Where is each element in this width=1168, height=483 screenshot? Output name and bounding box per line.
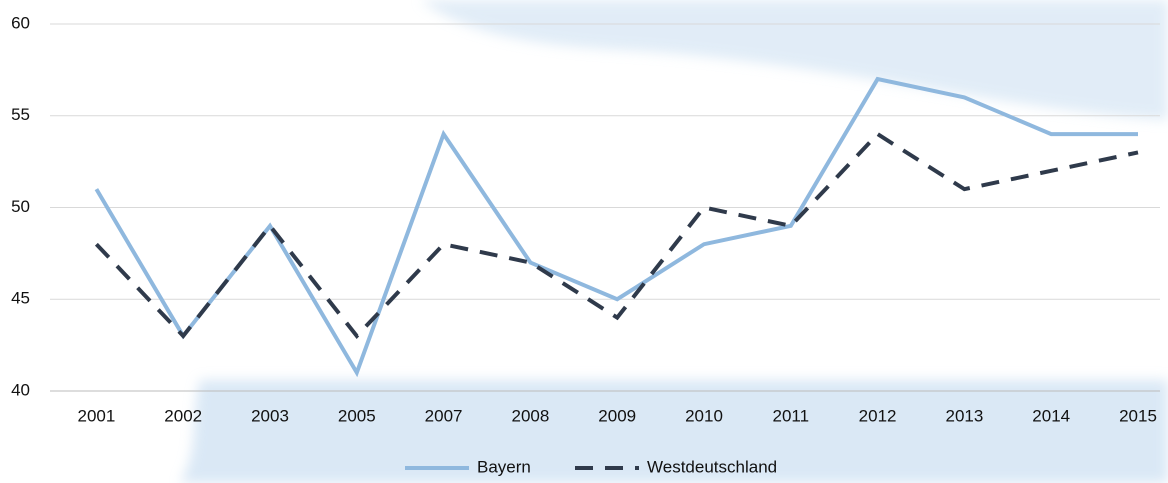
background-wash: [180, 0, 1168, 483]
x-tick-label: 2001: [77, 406, 115, 425]
series-line: [94, 76, 1138, 378]
x-tick-label: 2009: [598, 406, 636, 425]
x-tick-label: 2007: [425, 406, 463, 425]
x-tick-label: 2008: [511, 406, 549, 425]
series-line: [94, 131, 1139, 340]
y-tick-label: 55: [11, 105, 30, 124]
legend-label: Westdeutschland: [647, 457, 777, 476]
x-tick-label: 2003: [251, 406, 289, 425]
x-tick-label: 2010: [685, 406, 723, 425]
x-tick-label: 2012: [859, 406, 897, 425]
x-tick-label: 2013: [945, 406, 983, 425]
x-tick-label: 2015: [1119, 406, 1157, 425]
y-tick-label: 40: [11, 380, 30, 399]
x-tick-label: 2014: [1032, 406, 1070, 425]
y-tick-label: 50: [11, 197, 30, 216]
y-tick-label: 60: [11, 13, 30, 32]
x-tick-label: 2002: [164, 406, 202, 425]
x-tick-label: 2011: [773, 406, 810, 425]
y-tick-label: 45: [11, 289, 30, 308]
x-tick-label: 2005: [338, 406, 376, 425]
legend-label: Bayern: [477, 457, 531, 476]
